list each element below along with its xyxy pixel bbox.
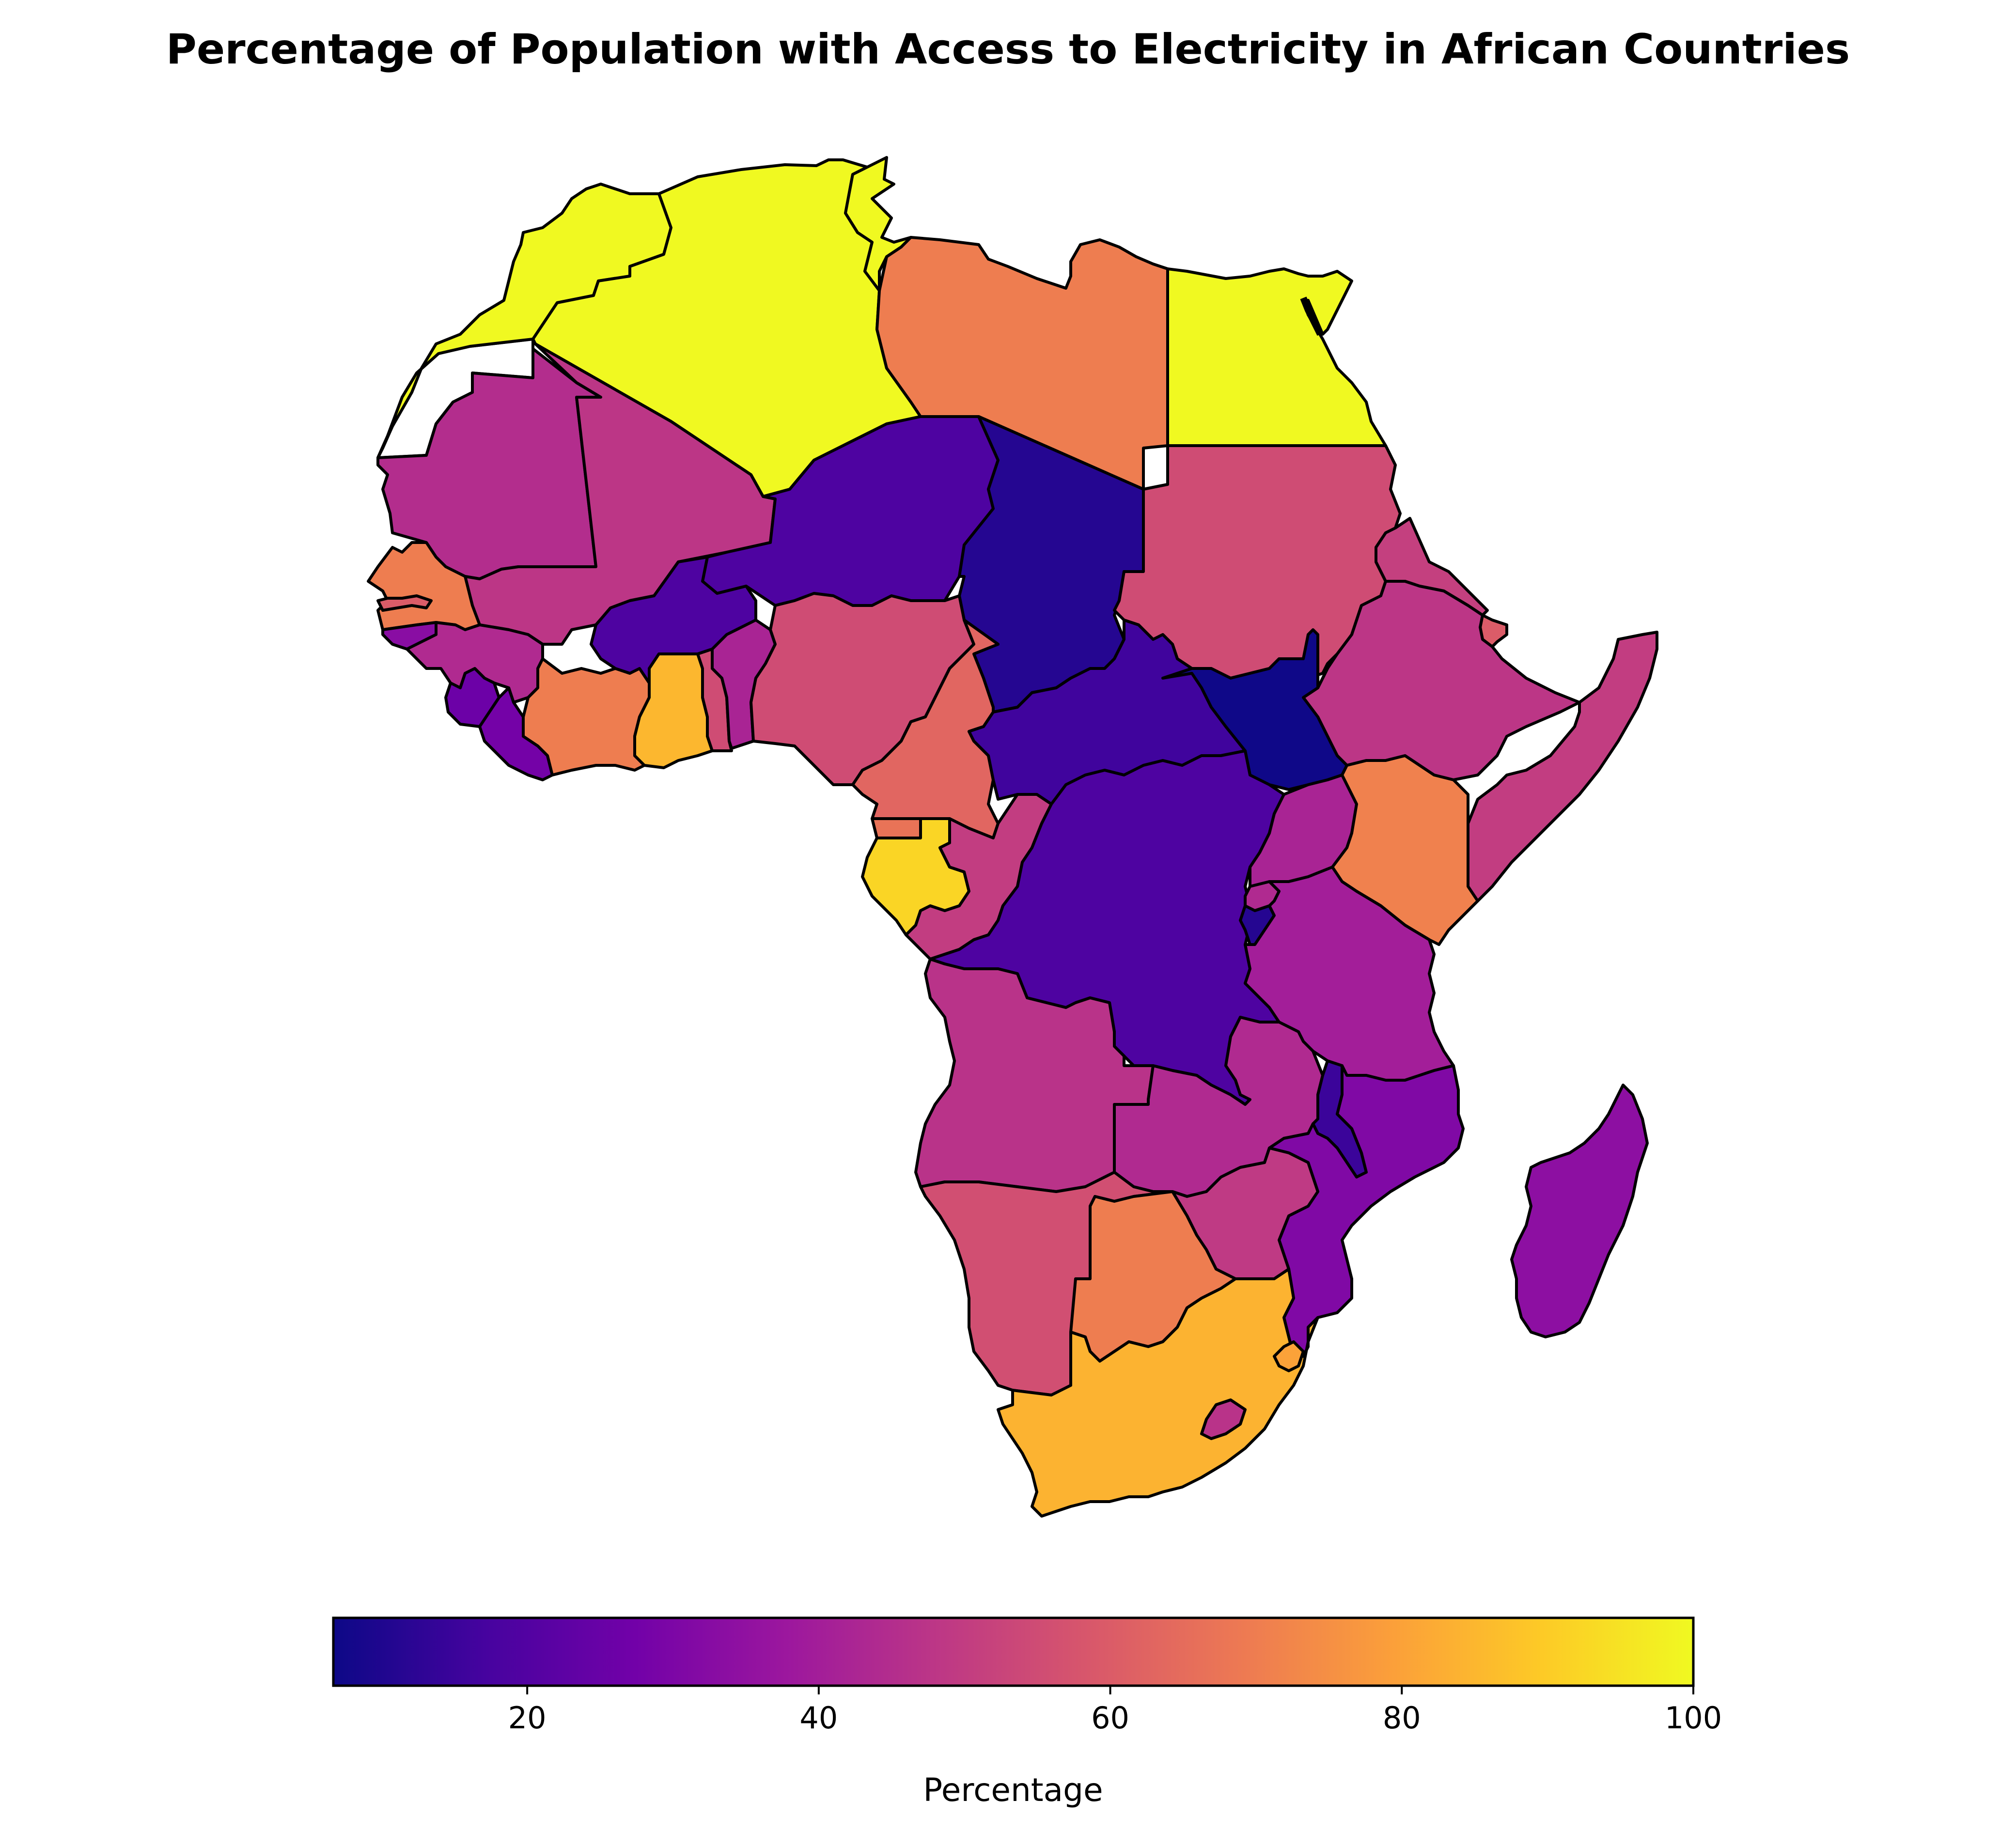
country-gambia [376, 594, 433, 612]
country-lesotho [1200, 1398, 1247, 1440]
country-south-africa [997, 1268, 1319, 1518]
country-eswatini [1273, 1340, 1305, 1372]
colorbar-tick-label-60: 60 [1091, 1700, 1129, 1736]
gulf-of-suez-line [1300, 296, 1324, 336]
colorbar-gradient [332, 1616, 1695, 1687]
colorbar-label: Percentage [923, 1771, 1103, 1809]
chart-title: Percentage of Population with Access to … [166, 25, 1850, 74]
colorbar-tick-label-20: 20 [508, 1700, 547, 1736]
colorbar-tick-label-80: 80 [1383, 1700, 1421, 1736]
country-egypt [1166, 267, 1387, 447]
country-guinea [406, 621, 544, 704]
colorbar-tick-label-100: 100 [1665, 1700, 1722, 1736]
country-somalia [1467, 631, 1658, 902]
country-madagascar [1510, 1084, 1649, 1338]
colorbar-tick-label-40: 40 [799, 1700, 838, 1736]
